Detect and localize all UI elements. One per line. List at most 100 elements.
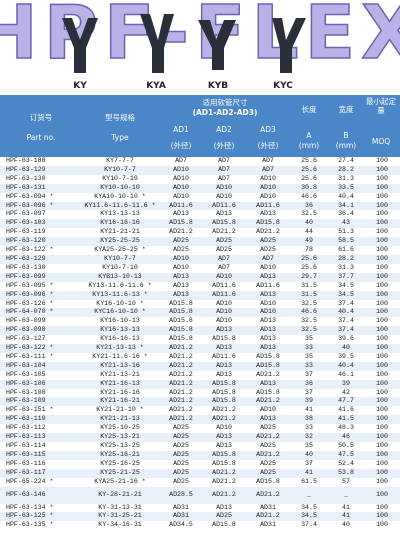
table-cell: KY16-10-13 bbox=[100, 317, 140, 325]
table-cell: AD11.6 bbox=[212, 281, 236, 289]
table-cell: AD21.2 bbox=[202, 468, 246, 478]
table-cell: AD13 bbox=[160, 290, 202, 300]
table-cell: KY25-13-25 bbox=[100, 442, 140, 449]
table-cell: AD15.8 bbox=[256, 352, 280, 360]
table-cell: HPF-63-131 bbox=[0, 183, 80, 193]
table-cell: HPF-63-097 bbox=[6, 210, 46, 218]
table-row: HPF-63-098 KY16-13-13 AD15.8 AD13 AD13 32.5 37… bbox=[0, 326, 400, 336]
table-row: HPF-63-127 KY16-16-13 AD15.8 AD15.8 AD13 35 39… bbox=[0, 335, 400, 344]
header-cell: 适用软管尺寸 bbox=[202, 98, 248, 107]
table-cell: HPF-63-110 bbox=[0, 415, 80, 425]
table-cell: 100 bbox=[376, 477, 388, 485]
table-cell: AD11.6 bbox=[160, 201, 202, 211]
table-cell: AD10 bbox=[216, 424, 232, 432]
model-label: KYB bbox=[208, 81, 228, 91]
table-cell: 37.7 bbox=[328, 272, 364, 282]
table-row: HPF-63-130 KY10-7-10 AD10 AD7 AD10 25.6 31.3 10… bbox=[0, 175, 400, 184]
header-cell: 型号规格 bbox=[105, 113, 135, 122]
table-cell: 49 bbox=[290, 237, 328, 247]
table-cell: AD7 bbox=[246, 165, 290, 175]
table-cell: AD10 bbox=[216, 317, 232, 325]
table-cell: 32.5 bbox=[301, 299, 317, 307]
table-cell: AD11.6 bbox=[256, 281, 280, 289]
table-cell: AD10 bbox=[260, 299, 276, 307]
table-cell: AD21.2 bbox=[169, 228, 193, 236]
table-cell: AD7 bbox=[175, 157, 187, 164]
table-cell: AD31 bbox=[160, 512, 202, 522]
header-cell: (外径) bbox=[257, 141, 279, 150]
table-cell: AD13 bbox=[246, 326, 290, 336]
table-cell: 41 bbox=[328, 512, 364, 522]
product-images bbox=[62, 14, 306, 73]
table-cell: 100 bbox=[376, 228, 388, 236]
table-cell: AD10 bbox=[202, 272, 246, 282]
header-cell: 宽度 bbox=[338, 105, 354, 114]
table-cell: KY13-11.6-11.6 * bbox=[88, 281, 152, 289]
table-cell: 31.5 bbox=[301, 281, 317, 289]
table-cell: HPF-63-096 * bbox=[0, 290, 80, 300]
table-cell: HPF-63-130 bbox=[6, 263, 46, 271]
table-cell: AD15.8 bbox=[202, 397, 246, 407]
table-cell: AD25 bbox=[173, 424, 189, 432]
table-cell: 41.5 bbox=[328, 415, 364, 425]
table-cell: AD25 bbox=[260, 442, 276, 449]
header-cell: (AD1-AD2-AD3) bbox=[192, 108, 258, 117]
table-cell: KY21-21-13 bbox=[80, 415, 160, 425]
table-cell: 46.6 bbox=[301, 192, 317, 200]
table-cell: HPF-63-106 bbox=[0, 379, 80, 389]
table-cell: AD13 bbox=[202, 361, 246, 371]
table-cell: AD10 bbox=[216, 192, 232, 200]
table-row: HPF-63-117 KY25-21-25 AD25 AD21.2 AD25 41 53.8… bbox=[0, 468, 400, 478]
table-cell: AD10 bbox=[173, 174, 189, 182]
table-cell: _ bbox=[290, 486, 328, 504]
table-cell: KY10-7-10 bbox=[102, 263, 138, 271]
header-cell: (外径) bbox=[213, 141, 235, 150]
table-cell: HPF-63-116 bbox=[6, 459, 46, 467]
table-cell: HPF-63-120 bbox=[0, 237, 80, 247]
table-cell: AD15.8 bbox=[202, 450, 246, 460]
table-cell: HPF-63-130 bbox=[6, 174, 46, 182]
table-cell: AD7 bbox=[218, 263, 230, 271]
table-cell: AD21.2 bbox=[212, 406, 236, 414]
table-cell: HPF-63-122 * bbox=[0, 344, 80, 353]
table-cell: KY21-13-16 bbox=[80, 361, 160, 371]
table-cell: AD15.8 bbox=[160, 219, 202, 229]
table-cell: 100 bbox=[364, 237, 400, 247]
table-cell: 27.4 bbox=[338, 157, 354, 164]
table-cell: AD7 bbox=[246, 254, 290, 264]
table-row: HPF-63-105 KY21-13-21 AD21.2 AD13 AD21.2 37 46… bbox=[0, 371, 400, 380]
table-cell: AD25 bbox=[173, 442, 189, 449]
table-cell: AD25 bbox=[173, 246, 189, 254]
table-cell: 37 bbox=[305, 388, 313, 396]
table-cell: 100 bbox=[376, 317, 388, 325]
table-row: HPF-63-094 * KYA10-10-10 * AD10 AD10 AD10 46.… bbox=[0, 193, 400, 202]
table-cell: 34.5 bbox=[301, 503, 317, 511]
table-cell: AD15.8 bbox=[212, 388, 236, 396]
table-cell: 39 bbox=[328, 379, 364, 389]
table-cell: AD15.8 bbox=[202, 379, 246, 389]
header-cell: MOQ bbox=[371, 137, 391, 146]
table-row: HPF-63-116 KY25-16-25 AD25 AD15.8 AD25 37 52.4… bbox=[0, 460, 400, 469]
table-cell: AD11.6 bbox=[202, 201, 246, 211]
table-cell: KY7-7-7 bbox=[106, 157, 134, 164]
table-cell: AD28.5 bbox=[160, 486, 202, 504]
table-cell: AD25 bbox=[260, 459, 276, 467]
header-cell: Type bbox=[111, 133, 129, 142]
table-cell: AD21.2 bbox=[246, 512, 290, 522]
table-cell: AD21.2 bbox=[160, 415, 202, 425]
table-cell: KYA25-25-25 * bbox=[94, 246, 146, 254]
table-cell: 100 bbox=[376, 281, 388, 289]
table-cell: 100 bbox=[364, 165, 400, 175]
table-cell: 25.6 bbox=[301, 174, 317, 182]
table-cell: 37.4 bbox=[338, 317, 354, 325]
table-cell: AD21.2 bbox=[246, 450, 290, 460]
table-cell: AD25 bbox=[173, 459, 189, 467]
table-cell: AD21.2 bbox=[212, 228, 236, 236]
table-cell: 40.4 bbox=[338, 192, 354, 200]
table-cell: KY25-13-21 bbox=[80, 433, 160, 442]
table-cell: KY21-16-21 bbox=[80, 397, 160, 407]
table-cell: 39 bbox=[290, 397, 328, 407]
table-cell: 33 bbox=[290, 361, 328, 371]
table-cell: 34.5 bbox=[338, 281, 354, 289]
header-cell: AD3 bbox=[260, 125, 276, 134]
